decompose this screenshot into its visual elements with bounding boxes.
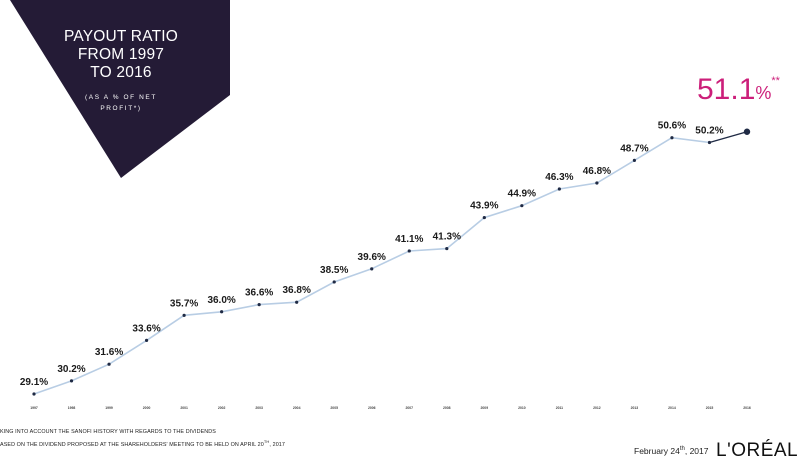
data-point-2003 — [257, 303, 261, 307]
subtitle-line-2: PROFIT*) — [100, 105, 142, 112]
title-line-1: PAYOUT RATIO — [63, 28, 179, 45]
x-tick-1997: 1997 — [30, 406, 38, 410]
x-tick-2002: 2002 — [218, 406, 226, 410]
data-point-2004 — [295, 300, 299, 304]
x-tick-2000: 2000 — [143, 406, 151, 410]
x-tick-2009: 2009 — [481, 406, 489, 410]
x-tick-2012: 2012 — [593, 406, 601, 410]
footnote-2-sup: TH — [263, 439, 270, 444]
data-label-2004: 36.8% — [283, 285, 311, 296]
data-label-2012: 46.8% — [583, 166, 611, 177]
data-label-2003: 36.6% — [245, 288, 273, 299]
data-label-2002: 36.0% — [207, 295, 235, 306]
presentation-date: February 24th, 2017 — [634, 446, 709, 456]
final-segment — [709, 131, 748, 144]
x-tick-2016: 2016 — [743, 406, 751, 410]
data-label-2011: 46.3% — [545, 172, 573, 183]
data-label-2015: 50.2% — [695, 125, 723, 136]
data-point-2013 — [632, 158, 637, 162]
data-point-2014 — [670, 136, 674, 140]
data-point-2007 — [407, 249, 411, 253]
data-point-1999 — [107, 362, 111, 366]
footnote-2: ASED ON THE DIVIDEND PROPOSED AT THE SHA… — [0, 437, 285, 450]
data-point-2008 — [445, 246, 449, 251]
title-block: PAYOUT RATIO FROM 1997 TO 2016 (AS A % O… — [56, 28, 186, 114]
data-point-1998 — [69, 379, 74, 383]
footnote-2-end: , 2017 — [269, 441, 285, 448]
data-point-2012 — [595, 181, 599, 185]
highlight-value: 51.1%** — [697, 73, 780, 107]
highlight-percent: % — [755, 83, 772, 103]
x-tick-2011: 2011 — [556, 406, 563, 410]
x-tick-2003: 2003 — [255, 406, 263, 410]
data-label-2007: 41.1% — [395, 234, 423, 245]
x-tick-2004: 2004 — [293, 406, 301, 410]
data-label-1999: 31.6% — [95, 347, 123, 358]
x-tick-2015: 2015 — [706, 406, 714, 410]
title-line-2: FROM 1997 — [77, 46, 165, 63]
data-point-2002 — [220, 310, 224, 314]
highlight-footnote-mark: ** — [771, 75, 780, 87]
data-label-1998: 30.2% — [57, 364, 85, 375]
data-point-1997 — [32, 392, 36, 396]
data-label-2010: 44.9% — [508, 189, 536, 200]
data-point-2015 — [707, 140, 712, 145]
data-label-2009: 43.9% — [470, 201, 498, 212]
date-year: , 2017 — [684, 446, 709, 456]
data-point-2009 — [482, 215, 486, 220]
data-point-2000 — [144, 338, 149, 342]
subtitle: (AS A % OF NET PROFIT*) — [56, 92, 186, 114]
x-tick-2010: 2010 — [518, 406, 526, 410]
date-sup: th — [679, 446, 685, 453]
data-label-2001: 35.7% — [170, 298, 198, 309]
subtitle-line-1: (AS A % OF NET — [85, 94, 157, 101]
footnotes: KING INTO ACCOUNT THE SANOFI HISTORY WIT… — [0, 428, 285, 450]
x-tick-2005: 2005 — [330, 406, 338, 410]
data-point-2010 — [520, 204, 524, 208]
data-label-2000: 33.6% — [132, 323, 160, 334]
data-point-2006 — [370, 267, 374, 271]
footnote-2-text: ASED ON THE DIVIDEND PROPOSED AT THE SHA… — [0, 441, 264, 448]
title-line-3: TO 2016 — [90, 64, 152, 81]
highlight-number: 51.1 — [697, 73, 756, 106]
x-tick-2008: 2008 — [443, 406, 451, 410]
data-label-2008: 41.3% — [433, 232, 461, 243]
data-label-1997: 29.1% — [20, 377, 48, 388]
x-tick-2013: 2013 — [631, 406, 639, 410]
x-tick-2001: 2001 — [180, 406, 188, 410]
x-tick-2007: 2007 — [405, 406, 413, 410]
data-point-2016 — [743, 128, 751, 135]
x-tick-1999: 1999 — [105, 406, 113, 410]
data-label-2006: 39.6% — [358, 252, 386, 263]
data-point-2011 — [557, 187, 561, 191]
data-label-2013: 48.7% — [620, 143, 648, 154]
data-point-2001 — [182, 313, 186, 317]
loreal-logo: L'ORÉAL — [716, 440, 799, 461]
footnote-1: KING INTO ACCOUNT THE SANOFI HISTORY WIT… — [0, 429, 216, 435]
x-tick-1998: 1998 — [68, 406, 76, 410]
date-text: February 24 — [634, 446, 680, 456]
data-point-2005 — [332, 280, 336, 284]
x-tick-2006: 2006 — [368, 406, 376, 410]
data-label-2005: 38.5% — [320, 265, 348, 276]
data-label-2014: 50.6% — [658, 121, 686, 132]
x-tick-2014: 2014 — [668, 406, 676, 410]
